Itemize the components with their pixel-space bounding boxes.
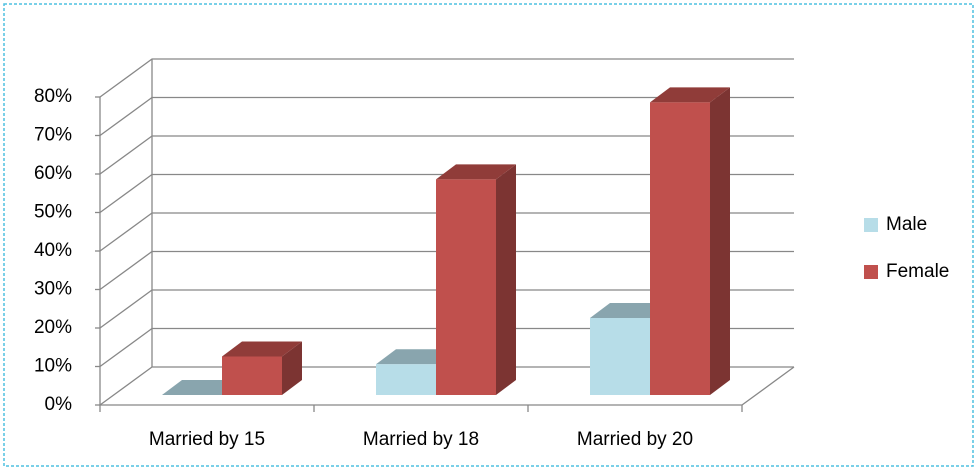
- border: [3, 3, 974, 467]
- legend-label: Female: [886, 261, 949, 282]
- bar-side: [710, 87, 730, 396]
- y-tick-label: 0%: [45, 394, 73, 415]
- bar-top: [222, 341, 302, 357]
- y-tick-label: 30%: [34, 279, 72, 300]
- grid-line: [99, 135, 794, 175]
- grid-line: [99, 58, 794, 98]
- bar-top: [436, 164, 516, 180]
- y-tick-label: 80%: [34, 86, 72, 107]
- bar-side: [282, 341, 302, 395]
- y-tick-label: 10%: [34, 356, 72, 377]
- grid-line: [99, 96, 794, 137]
- bar: [376, 364, 436, 395]
- legend-swatch: [864, 218, 878, 232]
- grid-line: [99, 366, 794, 406]
- y-tick-label: 20%: [34, 317, 72, 338]
- bar: [650, 102, 710, 396]
- grid-line: [99, 212, 794, 252]
- grid-line: [99, 289, 794, 329]
- bar-top: [650, 87, 730, 103]
- y-tick-label: 60%: [34, 163, 72, 184]
- y-tick-label: 40%: [34, 240, 72, 261]
- x-tick-label: Married by 20: [577, 429, 693, 450]
- grid-line: [99, 327, 794, 368]
- x-tick-label: Married by 18: [363, 429, 479, 450]
- bar-side: [496, 164, 516, 395]
- grid-line: [99, 173, 794, 214]
- y-tick-label: 50%: [34, 202, 72, 223]
- bar: [590, 318, 650, 395]
- y-tick-label: 70%: [34, 125, 72, 146]
- x-tick-label: Married by 15: [149, 429, 265, 450]
- bar: [436, 179, 496, 395]
- bar: [222, 356, 282, 395]
- legend-swatch: [864, 265, 878, 279]
- legend-label: Male: [886, 214, 927, 235]
- grid-line: [99, 250, 794, 291]
